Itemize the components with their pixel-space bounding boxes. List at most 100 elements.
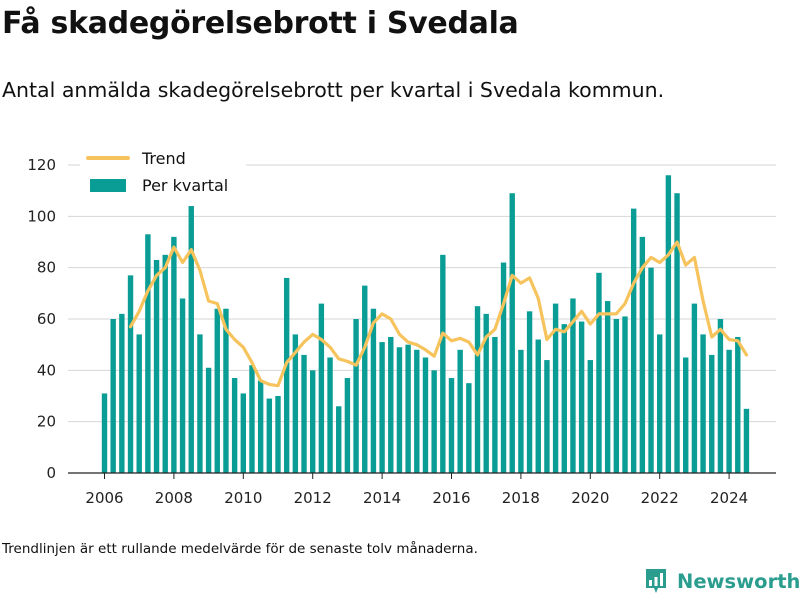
x-tick-label: 2014	[363, 489, 401, 507]
bar	[604, 301, 611, 473]
bar	[318, 303, 325, 473]
y-tick-label: 80	[37, 259, 56, 277]
bar	[448, 378, 455, 473]
bar	[552, 303, 559, 473]
bar	[162, 254, 168, 473]
bar	[231, 378, 238, 473]
bar	[205, 367, 212, 473]
bar	[240, 393, 246, 473]
bar	[197, 334, 203, 473]
bar	[405, 344, 411, 473]
trend-line	[128, 240, 749, 388]
quarterly-bars	[101, 175, 750, 474]
legend-bar-label: Per kvartal	[142, 176, 228, 195]
bar	[171, 236, 177, 473]
bar	[283, 277, 290, 473]
x-axis-ticks: 2006 2008 2010 2012 2014 2016 2018 2020 2022 2024	[85, 473, 748, 507]
bar	[709, 354, 715, 473]
bar	[110, 319, 116, 473]
bar	[336, 406, 342, 473]
bar	[119, 313, 125, 473]
y-axis-tick-labels: 0 20 40 60 80 100 120	[27, 156, 56, 482]
bar	[743, 408, 750, 473]
bar	[639, 236, 646, 473]
bar	[700, 334, 706, 473]
x-tick-label: 2012	[294, 489, 332, 507]
bar	[500, 262, 507, 473]
bar	[275, 396, 281, 473]
bar	[657, 334, 663, 473]
bar	[648, 267, 654, 473]
bar	[544, 360, 550, 473]
newsworthy-logo-icon	[646, 569, 666, 593]
bar	[344, 378, 351, 473]
bar	[362, 285, 368, 473]
bar	[587, 360, 593, 473]
legend-bar-swatch	[90, 179, 126, 192]
y-tick-label: 100	[27, 207, 56, 225]
x-tick-label: 2016	[432, 489, 470, 507]
bar	[353, 319, 359, 473]
bar	[422, 357, 429, 473]
x-tick-label: 2006	[85, 489, 123, 507]
brand-name: Newsworthy	[677, 569, 800, 593]
bar	[596, 272, 602, 473]
x-tick-label: 2020	[571, 489, 609, 507]
bar	[492, 336, 498, 473]
bar	[665, 175, 672, 473]
bar	[431, 370, 437, 473]
bar	[310, 370, 316, 473]
bar	[683, 357, 689, 473]
bar-line-chart: 0 20 40 60 80 100 120 2006 2008 2010 2012 2014 2016…	[27, 146, 776, 507]
bar	[414, 349, 420, 473]
bar	[726, 349, 732, 473]
bar	[145, 234, 151, 473]
bar	[674, 193, 680, 473]
y-tick-label: 60	[37, 310, 56, 328]
bar	[613, 319, 620, 473]
legend-trend-label: Trend	[141, 149, 186, 168]
x-tick-label: 2010	[224, 489, 262, 507]
bar	[474, 306, 481, 473]
bar	[526, 311, 533, 473]
y-tick-label: 0	[46, 464, 56, 482]
bar	[457, 349, 463, 473]
x-tick-label: 2008	[155, 489, 193, 507]
bar	[223, 308, 229, 473]
x-tick-label: 2024	[710, 489, 748, 507]
bar	[136, 334, 142, 473]
bar	[483, 313, 489, 473]
footnote: Trendlinjen är ett rullande medelvärde f…	[2, 541, 478, 557]
y-tick-label: 40	[37, 361, 56, 379]
bar	[518, 349, 524, 473]
bar	[578, 321, 585, 473]
bar	[257, 380, 264, 473]
bar	[622, 316, 628, 473]
bar	[188, 206, 194, 474]
bar	[396, 347, 403, 473]
bar	[292, 334, 299, 473]
bar	[388, 336, 394, 473]
bar	[466, 383, 472, 473]
bar	[509, 193, 515, 473]
x-tick-label: 2022	[641, 489, 679, 507]
y-tick-label: 20	[37, 413, 56, 431]
bar	[301, 354, 307, 473]
bar	[379, 342, 385, 473]
x-tick-label: 2018	[502, 489, 540, 507]
bar	[717, 319, 724, 473]
chart-subtitle: Antal anmälda skadegörelsebrott per kvar…	[2, 78, 665, 102]
bar	[535, 339, 541, 473]
bar	[735, 336, 741, 473]
brand: Newsworthy	[644, 568, 800, 594]
y-tick-label: 120	[27, 156, 56, 174]
chart-title: Få skadegörelsebrott i Svedala	[2, 6, 519, 41]
bar	[440, 254, 446, 473]
trend-line-layer	[128, 240, 749, 388]
legend: Trend Per kvartal	[80, 146, 246, 200]
bar	[266, 398, 273, 473]
bar	[214, 308, 220, 473]
bar	[101, 393, 108, 473]
bar	[370, 308, 377, 473]
bar	[327, 357, 333, 473]
